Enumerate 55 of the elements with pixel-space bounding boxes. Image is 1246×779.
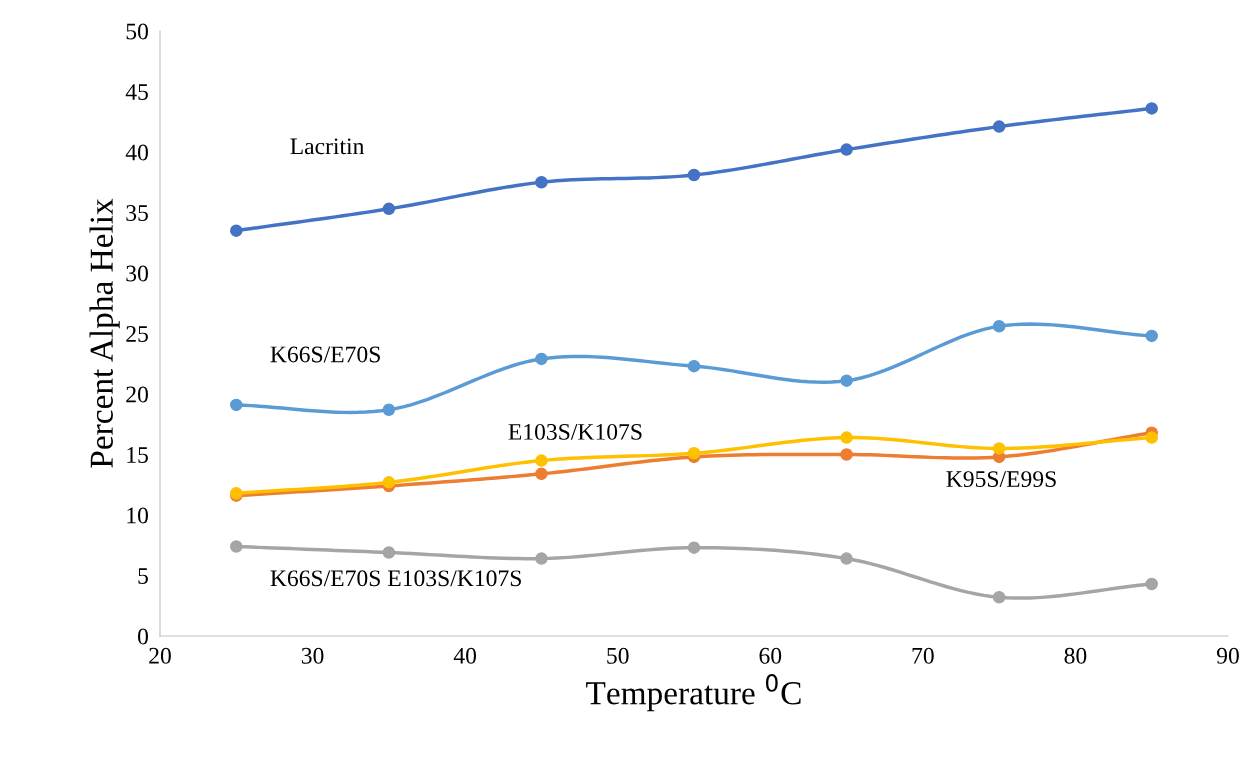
x-tick-label: 60: [759, 647, 782, 664]
point: [840, 552, 853, 565]
point: [687, 168, 701, 182]
y-tick-label: 0: [137, 628, 148, 645]
point: [687, 447, 701, 460]
text: Lacritin: [290, 138, 365, 155]
y-tick-label: 30: [126, 265, 148, 282]
point: [535, 467, 548, 481]
x-axis-title: Temperature $^{0}$C: [586, 674, 801, 712]
point: [1145, 577, 1158, 591]
x-tick-label: 40: [453, 647, 477, 664]
x-tick-label: 30: [301, 647, 324, 664]
point: [382, 202, 396, 216]
series-label: K66S/E70S: [270, 346, 380, 363]
x-tick-label: 50: [607, 647, 629, 664]
point: [840, 143, 853, 156]
point: [230, 398, 243, 412]
y-tick-label: 15: [127, 447, 148, 463]
y-tick-label: 50: [126, 23, 148, 40]
point: [687, 541, 701, 554]
point: [535, 552, 548, 565]
y-tick-label: 20: [126, 386, 148, 403]
point: [230, 540, 243, 553]
point: [230, 224, 243, 237]
point: [687, 359, 701, 373]
y-tick-label: 10: [127, 507, 148, 524]
point: [1145, 102, 1158, 115]
point: [992, 442, 1006, 455]
y-tick-label: 5: [138, 568, 148, 584]
x-tick-label: 90: [1216, 647, 1239, 664]
point: [382, 476, 396, 489]
point: [992, 319, 1006, 333]
x-tick-label: 80: [1064, 647, 1087, 664]
point: [840, 374, 853, 387]
x-tick-label: 70: [912, 647, 934, 664]
point: [1145, 431, 1158, 444]
y-axis-title: Percent Alpha Helix: [89, 198, 120, 468]
point: [535, 454, 548, 467]
point: [1145, 329, 1158, 343]
point: [992, 591, 1006, 604]
y-tick-label: 25: [126, 326, 148, 342]
point: [535, 175, 548, 189]
point: [840, 448, 853, 461]
point: [992, 120, 1006, 133]
point: [382, 403, 396, 416]
point: [535, 352, 548, 366]
y-tick-label: 40: [125, 144, 148, 161]
series-label: K95S/E99S: [946, 471, 1056, 488]
point: [840, 431, 853, 444]
y-tick-label: 45: [125, 84, 148, 100]
x-tick-label: 20: [149, 647, 171, 664]
series-label: K66S/E70S E103S/K107S: [270, 570, 521, 587]
y-tick-label: 35: [126, 205, 148, 221]
point: [382, 546, 396, 559]
series-label: E103S/K107S: [508, 423, 642, 440]
